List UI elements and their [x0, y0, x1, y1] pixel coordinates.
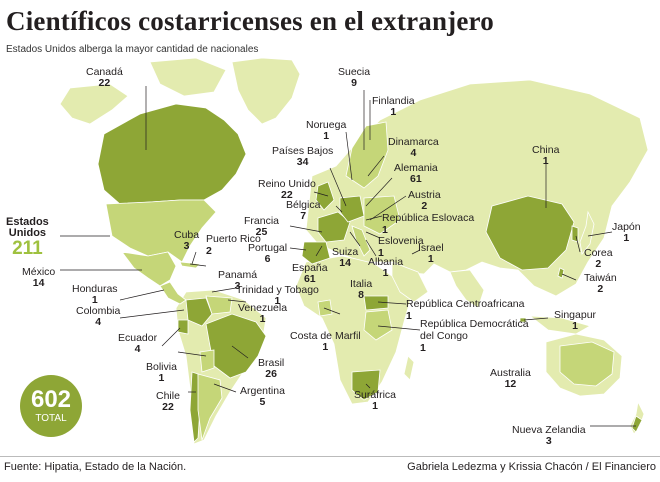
label-nueva-zelandia: Nueva Zelandia 3 [512, 424, 586, 447]
indonesia-shape [528, 315, 592, 335]
label-paises-bajos: Países Bajos 34 [272, 145, 334, 168]
bolivia-shape [199, 349, 215, 373]
label-cuba: Cuba 3 [174, 229, 200, 252]
label-corea: Corea 2 [584, 247, 613, 270]
label-taiwan: Taiwán 2 [584, 272, 617, 295]
label-espana: España 61 [292, 262, 328, 285]
central-america-shape [159, 281, 187, 305]
total-value: 602 [30, 386, 72, 413]
canada-shape [97, 103, 247, 205]
new-zealand-hl-shape [631, 415, 643, 433]
label-japon: Japón 1 [612, 221, 641, 244]
label-usa: Estados Unidos 211 [6, 217, 49, 259]
label-ecuador: Ecuador 4 [118, 332, 158, 355]
label-reino-unido: Reino Unido 22 [258, 178, 316, 201]
greenland-shape [231, 57, 301, 125]
label-dinamarca: Dinamarca 4 [388, 136, 439, 159]
label-canada: Canadá 22 [86, 66, 123, 89]
usa-name-line1: Estados [6, 216, 49, 228]
ecuador-shape [177, 319, 189, 335]
scandinavia-shape [345, 121, 389, 189]
italy-shape [351, 225, 371, 257]
usa-name-line2: Unidos [8, 227, 47, 239]
label-brasil: Brasil 26 [258, 357, 285, 380]
label-argentina: Argentina 5 [240, 385, 285, 408]
label-austria: Austria 2 [408, 189, 441, 212]
arctic-islands-shape [149, 57, 227, 97]
venezuela-shape [205, 295, 233, 315]
japan-shape [579, 210, 595, 255]
credits: Gabriela Ledezma y Krissia Chacón / El F… [407, 461, 656, 473]
label-sudafrica: Suráfrica 1 [354, 389, 397, 412]
label-singapur: Singapur 1 [554, 309, 597, 332]
usa-shape [105, 199, 217, 263]
argentina-shape [197, 373, 223, 441]
label-trinidad: Trinidad y Tobago 1 [236, 284, 319, 307]
usa-value: 211 [12, 238, 43, 259]
east-europe-shape [363, 195, 401, 235]
alaska-shape [59, 83, 129, 125]
france-shape [317, 211, 351, 243]
taiwan-shape [557, 267, 565, 279]
label-rep-eslovaca: República Eslovaca 1 [382, 212, 475, 236]
india-shape [449, 269, 485, 309]
page-title: Científicos costarricenses en el extranj… [6, 6, 494, 36]
arabia-shape [391, 261, 429, 303]
label-rdc: República Democrática del Congo 1 [420, 318, 529, 354]
colombia-shape [185, 297, 213, 327]
cuba-shape [179, 261, 201, 269]
ivory-coast-shape [317, 299, 333, 317]
subtitle: Estados Unidos alberga la mayor cantidad… [6, 44, 259, 55]
leader-lines [60, 86, 636, 427]
label-noruega: Noruega 1 [306, 119, 347, 142]
label-honduras: Honduras 1 [72, 283, 118, 306]
uk-shape [315, 181, 335, 211]
source-note: Fuente: Hipatia, Estado de la Nación. [4, 461, 187, 473]
mexico-shape [121, 251, 177, 287]
label-australia: Australia 12 [490, 367, 531, 390]
label-israel: Israel 1 [418, 242, 444, 265]
label-bolivia: Bolivia 1 [146, 361, 177, 384]
total-label: TOTAL [35, 413, 67, 424]
total-badge: 602 TOTAL [20, 375, 82, 437]
label-mexico: México 14 [22, 266, 56, 289]
spain-shape [301, 241, 331, 265]
singapore-shape [519, 317, 527, 323]
label-panama: Panamá 3 [218, 269, 258, 292]
label-italia: Italia 8 [350, 278, 373, 301]
label-belgica: Bélgica 7 [286, 199, 321, 222]
label-chile: Chile 22 [156, 390, 180, 413]
label-china: China 1 [532, 144, 560, 167]
label-finlandia: Finlandia 1 [372, 95, 415, 118]
label-portugal: Portugal 6 [248, 242, 288, 265]
label-costa-marfil: Costa de Marfil 1 [290, 330, 361, 353]
label-suecia: Suecia 9 [338, 66, 371, 89]
car-shape [363, 295, 389, 311]
label-eslovenia: Eslovenia 1 [378, 235, 424, 259]
label-francia: Francia 25 [244, 215, 280, 238]
label-rep-centroafricana: República Centroafricana 1 [406, 298, 525, 322]
label-puerto-rico: Puerto Rico 2 [206, 233, 261, 257]
label-albania: Albania 1 [368, 256, 404, 279]
madagascar-shape [403, 355, 415, 381]
footer-divider [0, 456, 660, 457]
china-shape [485, 195, 575, 271]
south-africa-shape [351, 369, 381, 401]
australia-hl-shape [559, 341, 615, 387]
highlighted-countries [97, 103, 643, 443]
label-colombia: Colombia 4 [76, 305, 121, 328]
drc-shape [363, 309, 393, 341]
label-suiza: Suiza 14 [332, 246, 359, 269]
label-alemania: Alemania 61 [394, 162, 438, 185]
label-venezuela: Venezuela 1 [238, 302, 288, 325]
